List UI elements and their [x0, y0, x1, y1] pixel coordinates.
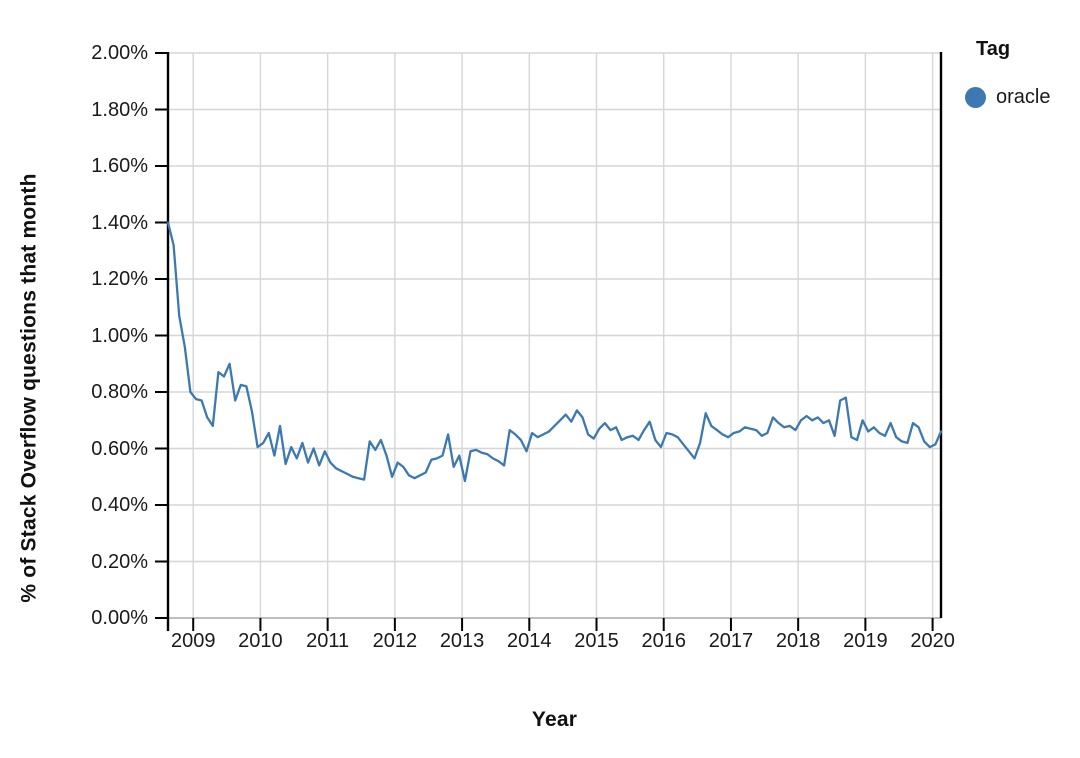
- x-axis-title: Year: [531, 708, 578, 731]
- x-tick-label: 2017: [708, 630, 754, 652]
- y-tick-label: 1.40%: [91, 211, 148, 234]
- y-tick-label: 1.80%: [91, 98, 148, 121]
- legend-item-label: oracle: [996, 86, 1051, 108]
- legend-item-oracle: oracle: [962, 86, 1077, 109]
- x-tick-label: 2011: [306, 630, 350, 652]
- x-tick-label: 2020: [910, 630, 955, 652]
- y-tick-label: 0.00%: [91, 607, 148, 629]
- legend-title: Tag: [976, 38, 1011, 60]
- legend-swatch-dot-icon: [965, 87, 986, 108]
- y-tick-label: 0.60%: [91, 437, 148, 460]
- trend-line-oracle: [166, 221, 943, 483]
- x-tick-label: 2012: [372, 630, 418, 652]
- x-tick-label: 2010: [238, 630, 283, 652]
- x-tick-label: 2015: [574, 630, 619, 652]
- x-tick-label: 2013: [439, 630, 485, 652]
- y-tick-label: 1.20%: [91, 268, 148, 290]
- y-tick-label: 2.00%: [91, 42, 148, 64]
- y-tick-label: 0.40%: [91, 494, 148, 516]
- x-tick-label: 2019: [843, 630, 888, 652]
- legend: Tag oracle: [962, 38, 1077, 109]
- x-tick-label: 2016: [641, 630, 686, 652]
- y-tick-label: 0.20%: [91, 550, 148, 573]
- y-tick-label: 0.80%: [91, 381, 148, 403]
- y-tick-label: 1.00%: [91, 324, 148, 347]
- x-tick-label: 2014: [507, 630, 552, 652]
- x-tick-label: 2018: [775, 630, 821, 652]
- x-tick-label: 2009: [170, 630, 216, 652]
- gridlines: [168, 52, 941, 619]
- axes: [155, 52, 943, 631]
- y-tick-label: 1.60%: [91, 155, 148, 177]
